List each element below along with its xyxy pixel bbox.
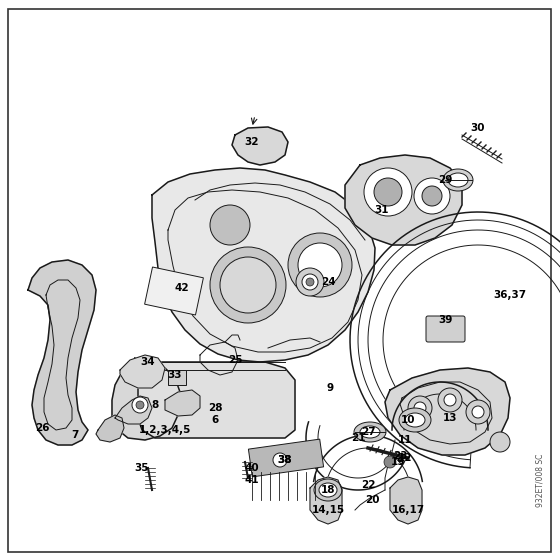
Polygon shape — [115, 396, 152, 424]
Polygon shape — [120, 355, 165, 388]
Text: 25: 25 — [228, 355, 242, 365]
Polygon shape — [345, 155, 462, 245]
Text: 11: 11 — [398, 435, 412, 445]
Circle shape — [210, 205, 250, 245]
Bar — [249, 439, 324, 477]
Text: 22: 22 — [361, 480, 375, 490]
FancyBboxPatch shape — [426, 316, 465, 342]
Text: 42: 42 — [175, 283, 189, 293]
Text: 38: 38 — [278, 455, 292, 465]
Text: 38: 38 — [278, 455, 292, 465]
Circle shape — [414, 178, 450, 214]
Circle shape — [438, 388, 462, 412]
Polygon shape — [28, 260, 96, 445]
Circle shape — [136, 401, 144, 409]
Text: 28: 28 — [208, 403, 222, 413]
Text: 932ET/008 SC: 932ET/008 SC — [535, 453, 544, 507]
Text: 31: 31 — [375, 205, 389, 215]
Text: 41: 41 — [245, 475, 259, 485]
Circle shape — [374, 178, 402, 206]
Polygon shape — [152, 168, 375, 362]
Text: 16,17: 16,17 — [391, 505, 424, 515]
Polygon shape — [390, 477, 422, 524]
Ellipse shape — [405, 413, 425, 427]
Text: 40: 40 — [245, 463, 259, 473]
Polygon shape — [138, 362, 295, 438]
Ellipse shape — [399, 408, 431, 432]
Ellipse shape — [443, 169, 473, 191]
Polygon shape — [112, 358, 180, 440]
Circle shape — [220, 257, 276, 313]
Circle shape — [422, 186, 442, 206]
Text: 29: 29 — [438, 175, 452, 185]
Circle shape — [408, 396, 432, 420]
Ellipse shape — [448, 173, 468, 187]
Polygon shape — [165, 390, 200, 416]
Text: 10: 10 — [401, 415, 416, 425]
Text: 39: 39 — [438, 315, 452, 325]
Ellipse shape — [314, 479, 342, 501]
Circle shape — [210, 247, 286, 323]
Text: 20: 20 — [365, 495, 379, 505]
Circle shape — [490, 432, 510, 452]
Text: 6: 6 — [211, 415, 218, 425]
Text: 7: 7 — [71, 430, 79, 440]
Text: 18: 18 — [321, 485, 335, 495]
Polygon shape — [385, 368, 510, 455]
Circle shape — [444, 394, 456, 406]
Text: 12: 12 — [398, 453, 412, 463]
Polygon shape — [96, 415, 124, 442]
Text: 34: 34 — [141, 357, 155, 367]
Bar — [168, 370, 186, 385]
Text: 35: 35 — [135, 463, 150, 473]
Circle shape — [298, 243, 342, 287]
Circle shape — [296, 268, 324, 296]
Text: 8: 8 — [151, 400, 158, 410]
Text: 21: 21 — [351, 433, 365, 443]
Circle shape — [288, 233, 352, 297]
Circle shape — [364, 168, 412, 216]
Circle shape — [302, 274, 318, 290]
Text: 26: 26 — [35, 423, 49, 433]
Circle shape — [384, 456, 396, 468]
Text: 19: 19 — [391, 457, 405, 467]
Text: 9: 9 — [326, 383, 334, 393]
Circle shape — [414, 402, 426, 414]
Text: 24: 24 — [321, 277, 335, 287]
Text: 32: 32 — [245, 137, 259, 147]
Text: 13: 13 — [443, 413, 458, 423]
Polygon shape — [310, 477, 342, 524]
Text: 30: 30 — [471, 123, 486, 133]
Ellipse shape — [360, 426, 380, 438]
Text: 27: 27 — [361, 427, 375, 437]
Text: 14,15: 14,15 — [311, 505, 344, 515]
Text: 33: 33 — [168, 370, 182, 380]
Polygon shape — [232, 127, 288, 165]
Circle shape — [132, 397, 148, 413]
Ellipse shape — [354, 422, 386, 442]
Text: 23: 23 — [393, 451, 407, 461]
Circle shape — [472, 406, 484, 418]
Text: 36,37: 36,37 — [493, 290, 526, 300]
Circle shape — [306, 278, 314, 286]
Circle shape — [273, 453, 287, 467]
Text: 1,2,3,4,5: 1,2,3,4,5 — [139, 425, 191, 435]
Circle shape — [466, 400, 490, 424]
Ellipse shape — [319, 483, 337, 497]
Bar — [144, 267, 203, 315]
